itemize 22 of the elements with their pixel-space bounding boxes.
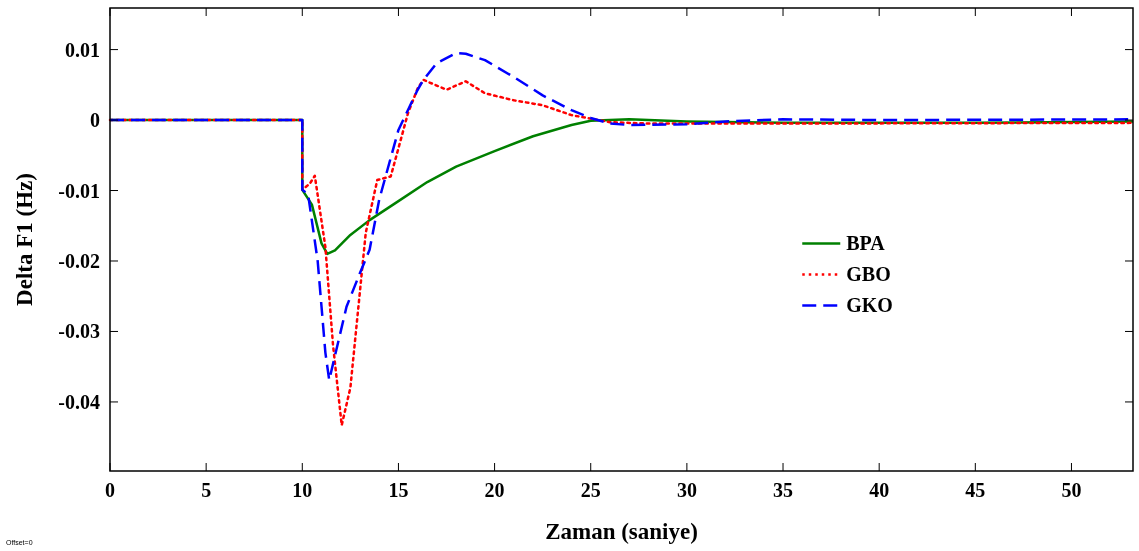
x-axis-title: Zaman (saniye) [545, 519, 698, 544]
y-tick-label: -0.03 [58, 320, 100, 343]
x-tick-label: 30 [676, 479, 697, 501]
x-tick-label: 45 [965, 479, 986, 501]
y-axis-title: Delta F1 (Hz) [12, 173, 37, 306]
y-tick-label: -0.02 [58, 249, 100, 272]
x-tick-label: 5 [201, 479, 212, 501]
x-tick-label: 25 [580, 479, 601, 501]
y-tick-label: 0 [90, 109, 100, 132]
y-tick-label: 0.01 [65, 38, 100, 61]
x-tick-label: 20 [484, 479, 505, 501]
x-tick-label: 15 [388, 479, 409, 501]
y-tick-label: -0.04 [58, 390, 100, 413]
x-tick-label: 50 [1061, 479, 1082, 501]
x-tick-label: 10 [292, 479, 313, 501]
x-tick-label: 0 [105, 479, 115, 501]
x-tick-label: 40 [869, 479, 890, 501]
y-tick-label: -0.01 [58, 179, 100, 202]
x-tick-label: 35 [773, 479, 794, 501]
legend-label: GBO [846, 263, 891, 286]
legend-label: BPA [846, 232, 886, 255]
legend-label: GKO [846, 294, 893, 317]
